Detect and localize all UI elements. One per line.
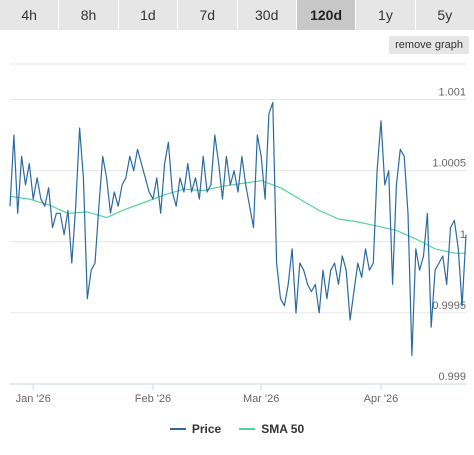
legend-price-label: Price	[191, 422, 222, 436]
x-tick-label: Apr '26	[364, 393, 399, 405]
legend-item-price[interactable]: Price	[169, 422, 222, 436]
tab-1y[interactable]: 1y	[356, 0, 416, 30]
tab-30d[interactable]: 30d	[238, 0, 297, 30]
tab-8h[interactable]: 8h	[59, 0, 119, 30]
x-tick-label: Jan '26	[16, 393, 51, 405]
chart-legend: Price SMA 50	[0, 420, 474, 438]
tab-4h[interactable]: 4h	[0, 0, 60, 30]
x-tick-label: Feb '26	[135, 393, 171, 405]
remove-graph-button[interactable]: remove graph	[389, 36, 469, 54]
tab-5y[interactable]: 5y	[437, 7, 453, 23]
y-tick-label: 1.001	[438, 87, 466, 99]
x-tick-label: Mar '26	[243, 393, 279, 405]
y-tick-label: 1.0005	[432, 158, 466, 170]
tab-7d[interactable]: 7d	[178, 0, 238, 30]
tab-120d[interactable]: 120d	[296, 0, 357, 30]
tab-1d[interactable]: 1d	[119, 0, 179, 30]
legend-sma-label: SMA 50	[261, 422, 305, 436]
sma-series-line	[9, 180, 466, 254]
y-tick-label: 1	[460, 229, 466, 241]
timeframe-tabs: 4h 8h 1d 7d 30d 120d 1y 5y	[0, 0, 474, 30]
legend-price-swatch	[169, 428, 186, 430]
price-series-line	[9, 101, 467, 357]
y-tick-label: 0.999	[438, 371, 466, 383]
y-tick-label: 0.9995	[432, 300, 466, 312]
legend-sma-swatch	[239, 428, 256, 430]
legend-item-sma[interactable]: SMA 50	[239, 422, 304, 436]
